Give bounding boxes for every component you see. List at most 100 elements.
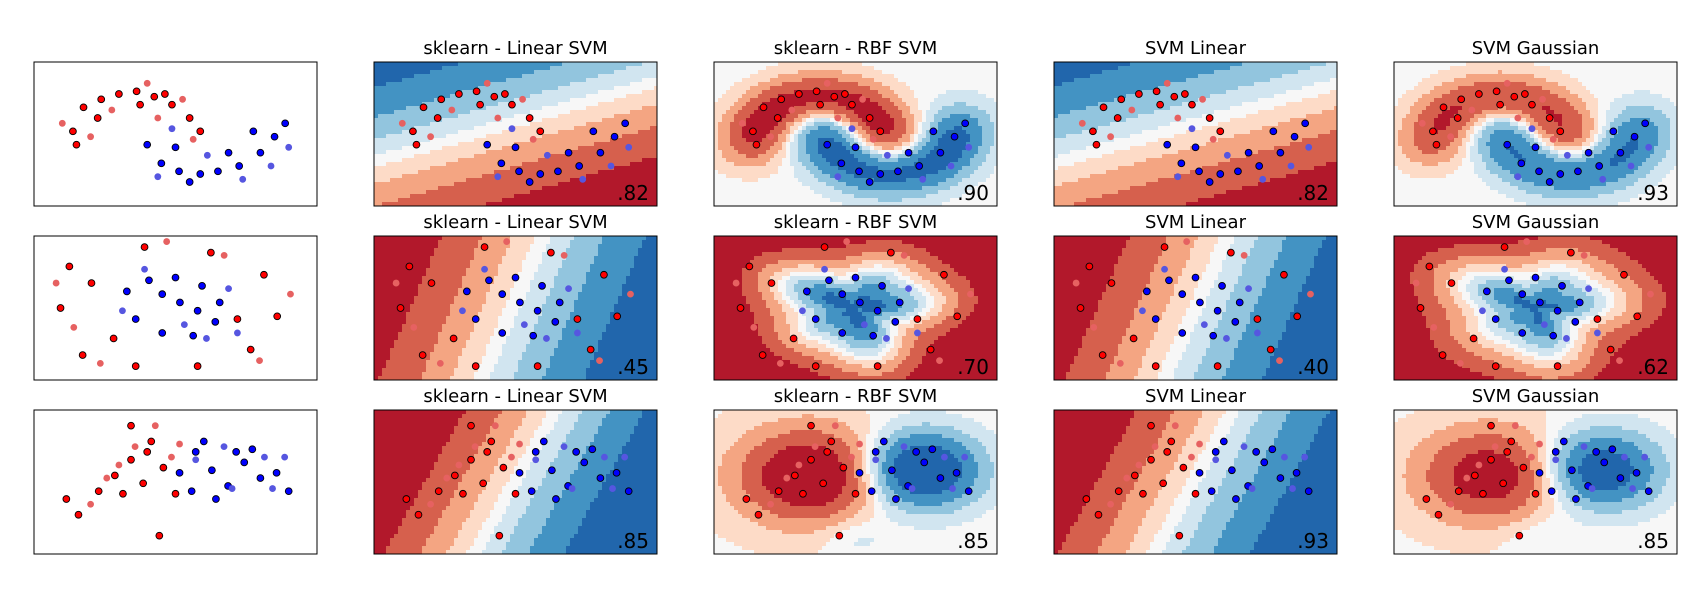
surface-cell	[474, 146, 479, 151]
surface-cell	[478, 202, 483, 206]
surface-cell	[762, 134, 767, 139]
surface-cell	[638, 66, 643, 71]
surface-cell	[542, 118, 547, 123]
surface-cell	[602, 98, 607, 103]
surface-cell	[526, 126, 531, 131]
surface-cell	[406, 130, 411, 135]
surface-cell	[382, 74, 387, 79]
surface-cell	[778, 90, 783, 95]
surface-cell	[406, 142, 411, 147]
surface-cell	[378, 86, 383, 91]
surface-cell	[866, 158, 871, 163]
surface-cell	[974, 70, 979, 75]
surface-cell	[790, 86, 795, 91]
surface-cell	[530, 62, 535, 67]
surface-cell	[590, 66, 595, 71]
surface-cell	[650, 98, 655, 103]
surface-cell	[414, 70, 419, 75]
surface-cell	[534, 190, 539, 195]
test-point	[87, 133, 94, 141]
surface-cell	[834, 102, 839, 107]
surface-cell	[862, 86, 867, 91]
surface-cell	[934, 126, 939, 131]
surface-cell	[926, 158, 931, 163]
surface-cell	[902, 126, 907, 131]
surface-cell	[846, 174, 851, 179]
surface-cell	[646, 190, 651, 195]
surface-cell	[506, 78, 511, 83]
surface-cell	[962, 170, 967, 175]
surface-cell	[638, 82, 643, 87]
surface-cell	[818, 138, 823, 143]
surface-cell	[546, 190, 551, 195]
surface-cell	[774, 186, 779, 191]
surface-cell	[650, 190, 655, 195]
train-point	[171, 143, 180, 152]
surface-cell	[738, 118, 743, 123]
surface-cell	[826, 106, 831, 111]
surface-cell	[554, 194, 559, 199]
surface-cell	[454, 146, 459, 151]
surface-cell	[594, 134, 599, 139]
surface-cell	[574, 70, 579, 75]
surface-cell	[490, 130, 495, 135]
surface-cell	[614, 162, 619, 167]
surface-cell	[522, 94, 527, 99]
surface-cell	[862, 78, 867, 83]
surface-cell	[410, 198, 415, 203]
surface-cell	[830, 102, 835, 107]
surface-cell	[390, 74, 395, 79]
surface-cell	[578, 130, 583, 135]
surface-cell	[430, 94, 435, 99]
surface-cell	[510, 158, 515, 163]
surface-cell	[462, 130, 467, 135]
surface-cell	[734, 174, 739, 179]
surface-cell	[630, 70, 635, 75]
surface-cell	[958, 90, 963, 95]
surface-cell	[414, 82, 419, 87]
surface-cell	[758, 110, 763, 115]
surface-cell	[374, 186, 379, 191]
surface-cell	[646, 150, 651, 155]
surface-cell	[802, 106, 807, 111]
surface-cell	[898, 186, 903, 191]
surface-cell	[390, 90, 395, 95]
surface-cell	[490, 118, 495, 123]
surface-cell	[494, 86, 499, 91]
surface-cell	[902, 182, 907, 187]
surface-cell	[842, 146, 847, 151]
test-point	[579, 175, 587, 183]
train-point	[508, 100, 516, 109]
surface-cell	[478, 86, 483, 91]
surface-cell	[382, 174, 387, 179]
surface-cell	[730, 130, 735, 135]
surface-cell	[374, 202, 379, 206]
surface-cell	[734, 146, 739, 151]
surface-cell	[550, 82, 555, 87]
surface-cell	[426, 114, 431, 119]
surface-cell	[850, 166, 855, 171]
surface-cell	[594, 190, 599, 195]
surface-cell	[650, 154, 655, 159]
surface-cell	[502, 62, 507, 67]
surface-cell	[438, 194, 443, 199]
surface-cell	[770, 74, 775, 79]
surface-cell	[914, 178, 919, 183]
surface-cell	[850, 142, 855, 147]
surface-cell	[774, 150, 779, 155]
surface-cell	[374, 78, 379, 83]
surface-cell	[882, 122, 887, 127]
surface-cell	[382, 66, 387, 71]
surface-cell	[826, 70, 831, 75]
surface-cell	[442, 142, 447, 147]
surface-cell	[758, 190, 763, 195]
surface-cell	[782, 78, 787, 83]
surface-cell	[410, 138, 415, 143]
surface-cell	[498, 186, 503, 191]
surface-cell	[522, 122, 527, 127]
surface-cell	[498, 110, 503, 115]
surface-cell	[898, 154, 903, 159]
surface-cell	[806, 190, 811, 195]
surface-cell	[446, 194, 451, 199]
surface-cell	[530, 146, 535, 151]
